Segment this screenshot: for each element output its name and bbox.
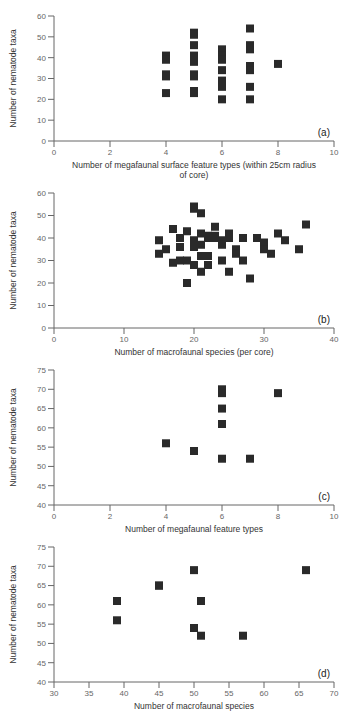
svg-text:40: 40 [120,689,129,698]
svg-text:30: 30 [260,335,269,344]
svg-text:10: 10 [330,512,339,521]
svg-text:20: 20 [37,95,46,104]
html-text:(d): (d) [317,668,330,679]
svg-text:50: 50 [37,462,46,471]
svg-text:Number of megafaunal surface f: Number of megafaunal surface feature typ… [72,160,316,180]
svg-text:50: 50 [37,211,46,220]
svg-text:Number of nematode taxa: Number of nematode taxa [8,29,18,128]
svg-text:2: 2 [108,512,113,521]
svg-text:6: 6 [220,512,225,521]
svg-text:65: 65 [295,689,304,698]
svg-text:10: 10 [37,301,46,310]
svg-text:40: 40 [37,678,46,687]
svg-text:45: 45 [155,689,164,698]
svg-text:60: 60 [37,601,46,610]
svg-text:0: 0 [52,512,57,521]
svg-text:60: 60 [37,189,46,198]
svg-text:2: 2 [108,148,113,157]
html-text:(a): (a) [317,127,330,138]
svg-text:0: 0 [42,137,47,146]
html-text:(b): (b) [317,314,330,325]
svg-text:0: 0 [52,335,57,344]
svg-text:6: 6 [220,148,225,157]
svg-text:50: 50 [37,639,46,648]
svg-text:40: 40 [37,234,46,243]
svg-text:75: 75 [37,543,46,552]
svg-text:70: 70 [37,562,46,571]
svg-text:40: 40 [37,54,46,63]
svg-text:0: 0 [52,148,57,157]
svg-text:20: 20 [190,335,199,344]
svg-text:35: 35 [85,689,94,698]
svg-text:4: 4 [164,512,169,521]
svg-text:30: 30 [37,256,46,265]
svg-text:Number of nematode taxa: Number of nematode taxa [8,211,18,310]
svg-text:10: 10 [330,148,339,157]
svg-text:50: 50 [190,689,199,698]
svg-text:Number of nematode taxa: Number of nematode taxa [8,565,18,664]
svg-text:70: 70 [37,385,46,394]
svg-text:55: 55 [37,620,46,629]
svg-text:Number of macrofaunal species: Number of macrofaunal species (per core) [114,347,273,357]
svg-text:30: 30 [37,74,46,83]
svg-text:60: 60 [37,424,46,433]
svg-text:55: 55 [225,689,234,698]
svg-text:65: 65 [37,404,46,413]
svg-text:10: 10 [120,335,129,344]
svg-text:10: 10 [37,116,46,125]
svg-text:0: 0 [42,324,47,333]
svg-text:55: 55 [37,443,46,452]
svg-text:65: 65 [37,581,46,590]
svg-text:60: 60 [37,12,46,21]
svg-text:60: 60 [260,689,269,698]
html-text:(c): (c) [318,491,330,502]
svg-text:Number of macrofaunal species: Number of macrofaunal species [134,701,254,711]
svg-text:4: 4 [164,148,169,157]
svg-text:75: 75 [37,366,46,375]
svg-text:40: 40 [330,335,339,344]
svg-text:20: 20 [37,279,46,288]
svg-text:40: 40 [37,501,46,510]
svg-text:Number of nematode taxa: Number of nematode taxa [8,388,18,487]
svg-text:45: 45 [37,659,46,668]
svg-text:30: 30 [50,689,59,698]
svg-text:50: 50 [37,33,46,42]
svg-text:8: 8 [276,148,281,157]
svg-text:8: 8 [276,512,281,521]
svg-text:45: 45 [37,482,46,491]
svg-text:Number of megafaunal feature t: Number of megafaunal feature types [125,524,263,534]
svg-text:70: 70 [330,689,339,698]
